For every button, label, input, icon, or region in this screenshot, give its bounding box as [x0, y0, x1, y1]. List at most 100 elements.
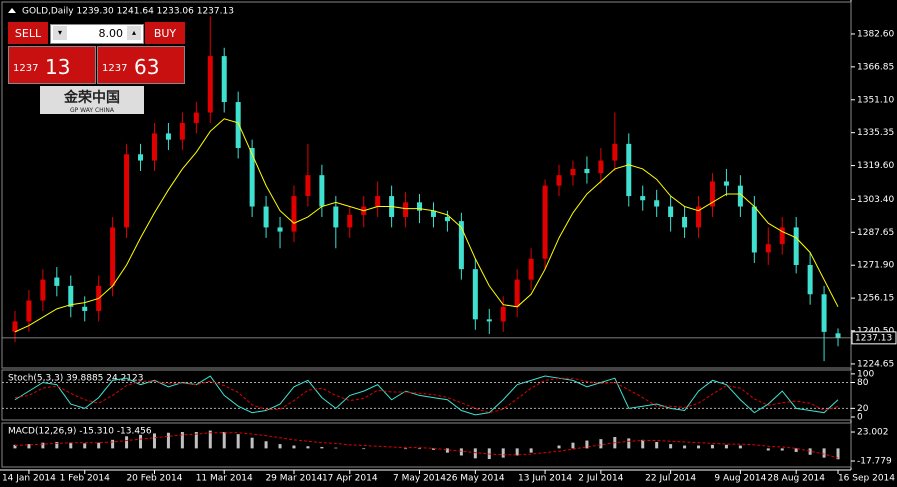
x-tick-label: 26 May 2014: [446, 474, 505, 484]
macd-bar: [208, 430, 212, 449]
x-tick-label: 13 Jun 2014: [518, 474, 572, 484]
buy-button[interactable]: BUY: [145, 22, 185, 44]
macd-bar: [152, 433, 156, 449]
macd-bar: [222, 432, 226, 449]
candle-body: [347, 214, 353, 228]
macd-bar: [166, 432, 170, 449]
macd-bar: [194, 432, 198, 449]
candle-body: [249, 148, 255, 207]
candle-body: [417, 202, 423, 211]
x-tick-label: 7 May 2014: [393, 474, 446, 484]
panel-frame: [1, 422, 852, 468]
candle-body: [598, 160, 604, 174]
macd-bar: [139, 434, 143, 449]
ask-price[interactable]: 1237 63: [97, 46, 185, 84]
macd-bar: [55, 441, 59, 449]
candle-body: [444, 216, 450, 222]
macd-bar: [404, 448, 408, 450]
x-tick-label: 16 Sep 2014: [838, 474, 895, 484]
y-tick-label: 1271.90: [857, 261, 894, 271]
macd-bar: [766, 448, 770, 451]
candle-body: [40, 279, 46, 301]
macd-bar: [529, 448, 533, 453]
macd-bar: [320, 446, 324, 449]
y-tick-label: 20: [857, 404, 869, 414]
y-tick-label: 1382.60: [857, 29, 894, 39]
ask-small: 63: [134, 55, 160, 79]
macd-bar: [362, 448, 366, 450]
lots-value: 8.00: [98, 27, 124, 40]
macd-bar: [780, 448, 784, 451]
candle-body: [640, 196, 646, 201]
lots-down[interactable]: ▾: [53, 26, 67, 40]
candle-body: [12, 321, 18, 332]
macd-bar: [27, 444, 31, 449]
macd-bar: [306, 446, 310, 449]
candle-body: [779, 227, 785, 245]
candle-body: [668, 206, 674, 217]
macd-bar: [710, 444, 714, 449]
bid-price[interactable]: 1237 13: [8, 46, 96, 84]
y-tick-label: 100: [857, 369, 874, 379]
candle-body: [263, 206, 269, 228]
current-price-label: 1237.13: [855, 333, 892, 343]
macd-bar: [334, 447, 338, 449]
candle-body: [765, 244, 771, 253]
macd-bar: [125, 436, 129, 449]
macd-bar: [180, 432, 184, 449]
collapse-icon[interactable]: [8, 8, 16, 13]
y-tick-label: 1366.85: [857, 62, 894, 72]
y-tick-label: 1240.50: [857, 326, 894, 336]
y-tick-label: 1256.15: [857, 294, 894, 304]
candle-body: [403, 202, 409, 217]
trade-panel: SELL ▾ 8.00 ▴ BUY 1237 13 1237 63: [8, 22, 185, 84]
x-tick-label: 20 Feb 2014: [126, 474, 182, 484]
macd-bar: [501, 448, 505, 458]
logo: 金荣中国 GP WAY CHINA: [40, 86, 144, 114]
macd-bar: [459, 448, 463, 456]
macd-bar: [683, 445, 687, 449]
y-tick-label: 1224.65: [857, 359, 894, 369]
candle-body: [430, 210, 436, 217]
candle-body: [709, 181, 715, 207]
x-tick-label: 11 Mar 2014: [196, 474, 253, 484]
macd-bar: [473, 448, 477, 459]
candle-body: [696, 206, 702, 228]
lots-input[interactable]: ▾ 8.00 ▴: [50, 24, 144, 44]
macd-bar: [641, 439, 645, 449]
candle-body: [737, 185, 743, 207]
macd-bar: [515, 448, 519, 456]
candle-body: [54, 277, 60, 286]
macd-bar: [822, 448, 826, 458]
macd-bar: [292, 445, 296, 449]
candle-body: [110, 227, 116, 286]
candle-body: [835, 333, 841, 338]
candle-body: [500, 306, 506, 322]
macd-bar: [97, 442, 101, 449]
candle-body: [26, 300, 32, 322]
macd-bar: [264, 441, 268, 449]
candle-body: [193, 112, 199, 123]
macd-bar: [557, 445, 561, 449]
candle-body: [793, 227, 799, 266]
x-tick-label: 29 Mar 2014: [265, 474, 322, 484]
y-tick-label: 0: [857, 412, 863, 422]
lots-up[interactable]: ▴: [127, 26, 141, 40]
candle-body: [458, 221, 464, 270]
macd-bar: [250, 437, 254, 449]
candle-body: [277, 227, 283, 232]
macd-bar: [655, 441, 659, 449]
macd-bar: [724, 444, 728, 449]
candle-body: [151, 133, 157, 161]
y-tick-label: 80: [857, 378, 869, 388]
macd-bar: [585, 440, 589, 449]
sell-button[interactable]: SELL: [8, 22, 48, 44]
candle-body: [612, 143, 618, 161]
y-tick-label: 23.002: [857, 428, 889, 438]
candle-body: [291, 196, 297, 232]
candle-body: [124, 154, 130, 228]
candle-body: [221, 56, 227, 103]
candle-body: [584, 168, 590, 174]
macd-bar: [236, 434, 240, 449]
